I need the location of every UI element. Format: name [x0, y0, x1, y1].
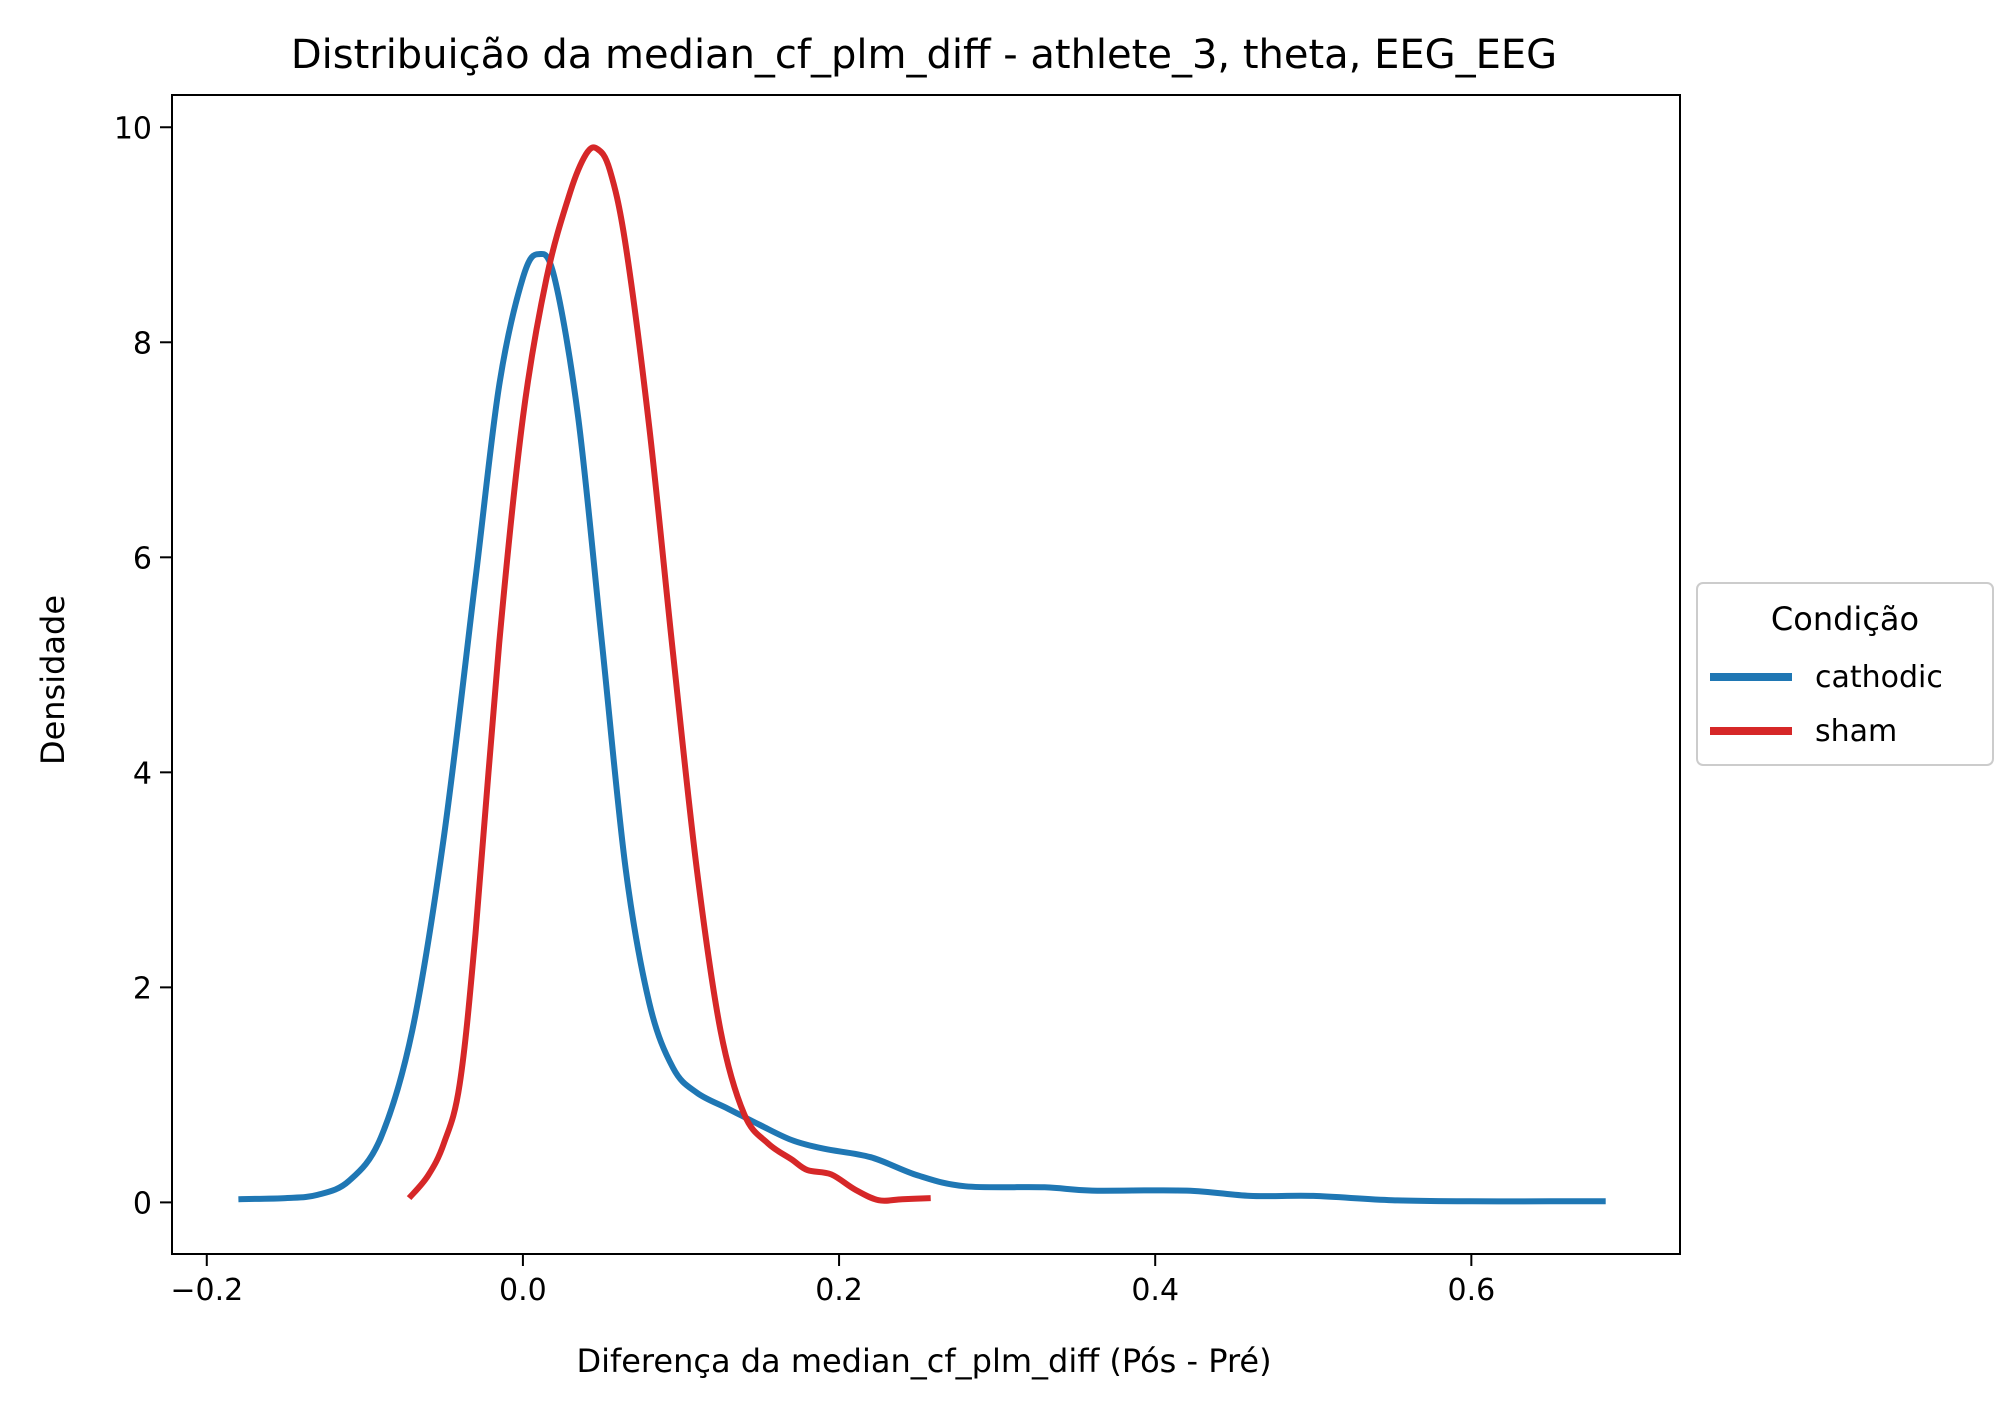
x-tick-label: 0.2: [815, 1273, 863, 1308]
x-tick-label: 0.6: [1447, 1273, 1495, 1308]
series-line-sham: [406, 144, 931, 1204]
legend: Condição cathodic sham: [1696, 582, 1994, 766]
y-tick-label: 2: [133, 971, 152, 1006]
plot-area: [171, 94, 1681, 1255]
y-tick-label: 4: [133, 756, 152, 791]
axes-frame: [171, 94, 1681, 1255]
chart-title: Distribuição da median_cf_plm_diff - ath…: [291, 32, 1557, 78]
y-axis-label: Densidade: [34, 595, 72, 765]
legend-frame: [1696, 582, 1994, 766]
y-tick-label: 8: [133, 326, 152, 361]
y-tick-label: 6: [133, 541, 152, 576]
legend-label-cathodic: cathodic: [1815, 660, 1943, 695]
x-axis: −0.2 0.0 0.2 0.4 0.6: [170, 1254, 1495, 1308]
x-tick-label: −0.2: [170, 1273, 243, 1308]
y-axis: 0 2 4 6 8 10: [114, 111, 172, 1221]
series-line-cathodic: [238, 250, 1606, 1205]
y-tick-label: 0: [133, 1186, 152, 1221]
x-tick-label: 0.4: [1131, 1273, 1179, 1308]
legend-title: Condição: [1771, 600, 1919, 638]
x-tick-label: 0.0: [499, 1273, 547, 1308]
y-tick-label: 10: [114, 111, 152, 146]
x-axis-label: Diferença da median_cf_plm_diff (Pós - P…: [576, 1342, 1271, 1380]
legend-label-sham: sham: [1815, 714, 1897, 749]
